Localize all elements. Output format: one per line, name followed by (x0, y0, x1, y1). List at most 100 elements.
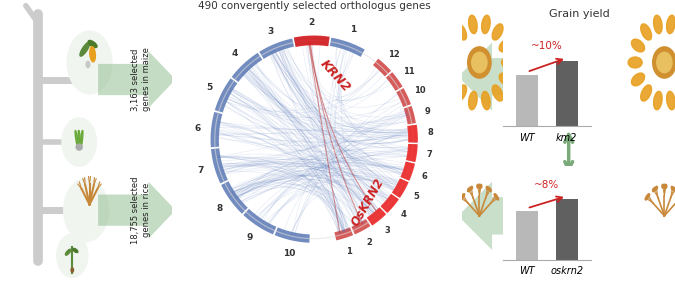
Ellipse shape (645, 197, 647, 200)
Ellipse shape (653, 91, 662, 110)
Ellipse shape (470, 186, 472, 190)
Ellipse shape (641, 85, 651, 101)
Ellipse shape (462, 194, 464, 197)
Ellipse shape (446, 39, 460, 52)
Ellipse shape (481, 15, 490, 34)
Ellipse shape (62, 118, 97, 166)
Ellipse shape (641, 24, 651, 40)
Ellipse shape (76, 144, 82, 150)
Text: 2: 2 (367, 238, 372, 247)
Text: 4: 4 (400, 210, 406, 219)
Text: 3: 3 (385, 226, 391, 235)
Ellipse shape (492, 85, 503, 101)
Text: OsKRN2: OsKRN2 (349, 176, 387, 228)
Ellipse shape (499, 39, 512, 52)
Ellipse shape (653, 47, 675, 78)
Ellipse shape (647, 194, 649, 197)
Ellipse shape (63, 179, 109, 241)
Ellipse shape (75, 131, 78, 148)
Ellipse shape (664, 184, 666, 188)
Ellipse shape (479, 184, 480, 188)
Ellipse shape (673, 187, 675, 191)
Ellipse shape (443, 57, 457, 68)
Circle shape (86, 61, 90, 68)
Ellipse shape (456, 85, 466, 101)
Text: 7: 7 (198, 166, 204, 175)
Text: ~8%: ~8% (534, 179, 560, 190)
Ellipse shape (495, 195, 497, 198)
Ellipse shape (78, 130, 80, 148)
Text: 4: 4 (232, 49, 238, 58)
Ellipse shape (631, 73, 645, 86)
Ellipse shape (468, 47, 491, 78)
Text: 9: 9 (246, 233, 253, 242)
Ellipse shape (80, 42, 90, 56)
Ellipse shape (468, 91, 477, 110)
Ellipse shape (468, 15, 477, 34)
Ellipse shape (646, 195, 649, 198)
Polygon shape (458, 182, 547, 250)
Ellipse shape (67, 31, 112, 94)
Ellipse shape (502, 57, 516, 68)
Polygon shape (458, 43, 547, 111)
Text: 6: 6 (194, 124, 200, 133)
Ellipse shape (456, 24, 466, 40)
Text: 8: 8 (428, 128, 433, 137)
Text: 10: 10 (283, 249, 295, 258)
Ellipse shape (672, 186, 673, 190)
Ellipse shape (80, 130, 83, 148)
Ellipse shape (468, 188, 470, 192)
Ellipse shape (499, 73, 512, 86)
Ellipse shape (667, 15, 675, 34)
Bar (556, 61, 578, 126)
Ellipse shape (57, 234, 88, 277)
Ellipse shape (494, 194, 497, 197)
Ellipse shape (481, 91, 490, 110)
Ellipse shape (657, 52, 672, 73)
Bar (516, 211, 538, 260)
Ellipse shape (667, 91, 675, 110)
Text: 10: 10 (414, 86, 426, 95)
Text: 9: 9 (425, 106, 430, 116)
Ellipse shape (628, 57, 642, 68)
Ellipse shape (472, 52, 487, 73)
Ellipse shape (446, 73, 460, 86)
Text: 5: 5 (413, 192, 419, 201)
Text: 12: 12 (388, 50, 400, 59)
Text: 8: 8 (216, 204, 222, 213)
Bar (516, 75, 538, 126)
Ellipse shape (655, 186, 657, 190)
Ellipse shape (653, 15, 662, 34)
Text: Grain yield: Grain yield (549, 9, 610, 18)
Ellipse shape (88, 40, 97, 48)
Text: 6: 6 (422, 172, 428, 181)
Text: 490 convergently selected orthologus genes: 490 convergently selected orthologus gen… (198, 1, 430, 11)
Ellipse shape (461, 195, 464, 198)
Text: 3: 3 (267, 26, 273, 36)
Ellipse shape (477, 184, 479, 188)
Text: 2: 2 (308, 18, 315, 27)
Ellipse shape (665, 184, 667, 188)
Polygon shape (98, 51, 176, 108)
Ellipse shape (662, 184, 664, 188)
Ellipse shape (486, 186, 488, 190)
Text: 11: 11 (403, 67, 414, 76)
Ellipse shape (496, 197, 499, 200)
Ellipse shape (489, 188, 491, 192)
Ellipse shape (653, 188, 655, 192)
Text: 1: 1 (350, 25, 356, 34)
Circle shape (71, 268, 74, 272)
Bar (556, 199, 578, 260)
Ellipse shape (674, 188, 675, 192)
Text: 5: 5 (206, 83, 212, 92)
Ellipse shape (90, 47, 95, 62)
Text: KRN2: KRN2 (317, 57, 353, 95)
Ellipse shape (488, 187, 490, 191)
Text: ~10%: ~10% (531, 41, 563, 51)
Ellipse shape (73, 248, 78, 252)
Ellipse shape (469, 187, 471, 191)
Ellipse shape (631, 39, 645, 52)
Ellipse shape (654, 187, 656, 191)
Text: 18,755 selected
genes in rice: 18,755 selected genes in rice (132, 176, 151, 244)
Ellipse shape (65, 249, 71, 255)
